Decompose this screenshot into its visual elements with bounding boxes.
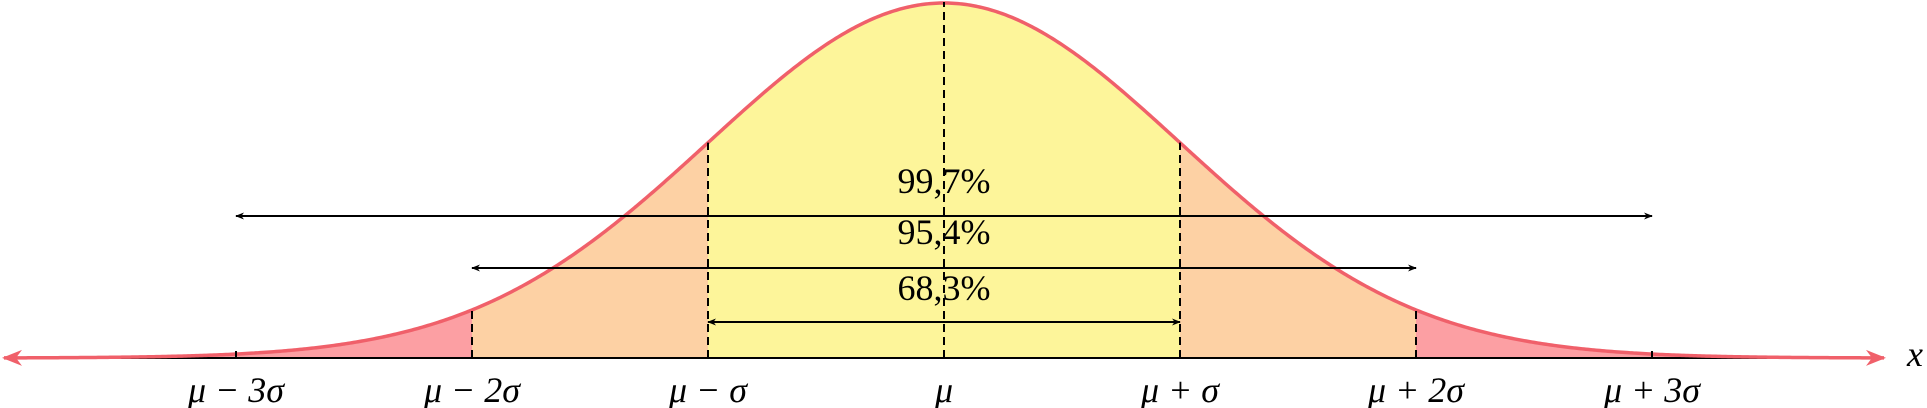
tick-label: μ − 3σ xyxy=(187,370,285,408)
tick-label: μ + 3σ xyxy=(1603,370,1701,408)
interval-label: 99,7% xyxy=(898,161,991,201)
region xyxy=(1416,309,1884,358)
tick-label: μ + 2σ xyxy=(1367,370,1465,408)
tick-label: μ − σ xyxy=(668,370,748,408)
interval-label: 95,4% xyxy=(898,212,991,252)
interval-label: 68,3% xyxy=(898,268,991,308)
tick-label: μ − 2σ xyxy=(423,370,521,408)
tick-label: μ xyxy=(934,370,953,408)
guides xyxy=(2,1,1886,366)
axis-label: x xyxy=(1906,334,1923,374)
tick-label: μ + σ xyxy=(1140,370,1220,408)
region xyxy=(4,309,472,358)
